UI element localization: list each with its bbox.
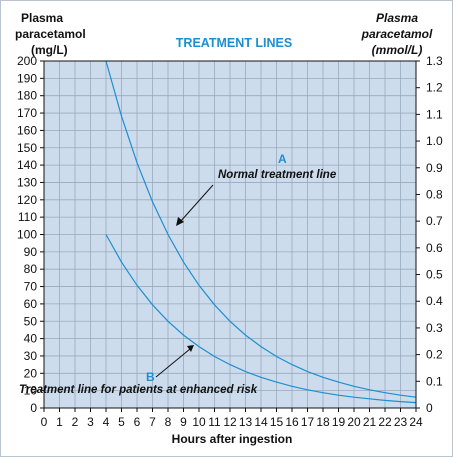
y-tick-label: 0 <box>30 401 37 415</box>
series-a-tag: A <box>278 152 287 166</box>
y-tick-label: 30 <box>24 349 38 363</box>
y2-tick-label: 1.0 <box>426 134 443 148</box>
axes: 0 1 2 3 4 5 6 7 8 9 10 11 12 13 14 15 16 17 18 19 20 21 22 23 24… <box>17 54 443 429</box>
x-tick-label: 20 <box>347 415 361 429</box>
y2-tick-label: 0.1 <box>426 374 443 388</box>
x-tick-label: 0 <box>41 415 48 429</box>
chart-title: TREATMENT LINES <box>176 36 292 50</box>
x-tick-label: 15 <box>270 415 284 429</box>
y-tick-label: 50 <box>24 314 38 328</box>
grid-lines <box>44 61 416 408</box>
x-tick-label: 22 <box>378 415 392 429</box>
y-tick-label: 200 <box>17 54 37 68</box>
y-tick-label: 180 <box>17 89 37 103</box>
enhanced-risk-line-label: Treatment line for patients at enhanced … <box>19 384 258 396</box>
x-tick-label: 3 <box>87 415 94 429</box>
y2-tick-label: 1.3 <box>426 54 443 68</box>
y2-tick-label: 0.9 <box>426 161 443 175</box>
right-axis-title-line-1: Plasma <box>376 11 418 25</box>
y-tick-label: 160 <box>17 123 37 137</box>
x-tick-label: 10 <box>192 415 206 429</box>
y-tick-label: 80 <box>24 262 38 276</box>
x-tick-label: 6 <box>134 415 141 429</box>
series-b-tag: B <box>146 370 155 384</box>
y-tick-label: 170 <box>17 106 37 120</box>
y-tick-label: 190 <box>17 71 37 85</box>
y-tick-label: 90 <box>24 245 38 259</box>
left-axis-title-line-2: paracetamol <box>15 27 86 41</box>
y2-tick-label: 0.7 <box>426 214 443 228</box>
enhanced-risk-line-arrow-shaft <box>155 348 191 378</box>
x-tick-label: 1 <box>56 415 63 429</box>
y-tick-label: 100 <box>17 228 37 242</box>
y2-tick-label: 0.5 <box>426 268 443 282</box>
x-tick-label: 16 <box>285 415 299 429</box>
normal-treatment-line-label: Normal treatment line <box>218 169 337 181</box>
x-tick-label: 8 <box>165 415 172 429</box>
series-line-a <box>105 60 417 398</box>
x-tick-label: 14 <box>254 415 268 429</box>
y2-tick-label: 0.2 <box>426 348 443 362</box>
x-tick-label: 18 <box>316 415 330 429</box>
y2-tick-label: 0 <box>426 401 433 415</box>
y-tick-label: 150 <box>17 141 37 155</box>
right-axis-title-line-3: (mmol/L) <box>372 43 423 57</box>
x-tick-label: 5 <box>118 415 125 429</box>
series-line-b <box>105 234 417 404</box>
x-axis-title: Hours after ingestion <box>172 432 293 446</box>
x-tick-label: 13 <box>239 415 253 429</box>
x-tick-label: 9 <box>180 415 187 429</box>
normal-treatment-line-arrow-head <box>176 217 184 226</box>
y2-tick-label: 1.1 <box>426 107 443 121</box>
y-tick-label: 20 <box>24 366 38 380</box>
left-axis-title-line-3: (mg/L) <box>31 43 68 57</box>
y-tick-label: 130 <box>17 175 37 189</box>
y-tick-label: 10 <box>24 384 38 398</box>
y2-tick-label: 0.4 <box>426 294 443 308</box>
left-axis-title-line-1: Plasma <box>21 11 63 25</box>
x-tick-label: 19 <box>332 415 346 429</box>
y-tick-label: 60 <box>24 297 38 311</box>
right-axis-title-line-2: paracetamol <box>361 27 433 41</box>
x-tick-label: 17 <box>301 415 315 429</box>
x-tick-label: 21 <box>363 415 377 429</box>
series-lines <box>105 60 417 404</box>
x-tick-label: 4 <box>103 415 110 429</box>
y2-tick-label: 0.3 <box>426 321 443 335</box>
enhanced-risk-line-arrow-head <box>187 345 194 352</box>
y-tick-label: 40 <box>24 332 38 346</box>
y2-tick-label: 0.6 <box>426 241 443 255</box>
x-tick-label: 11 <box>208 415 221 429</box>
x-tick-label: 23 <box>394 415 408 429</box>
x-tick-label: 2 <box>72 415 79 429</box>
y-tick-label: 120 <box>17 193 37 207</box>
x-tick-label: 24 <box>409 415 423 429</box>
x-tick-label: 12 <box>223 415 237 429</box>
y2-tick-label: 1.2 <box>426 81 443 95</box>
y-tick-label: 110 <box>18 210 37 224</box>
y-tick-label: 140 <box>17 158 37 172</box>
x-tick-label: 7 <box>149 415 156 429</box>
normal-treatment-line-arrow-shaft <box>179 184 214 223</box>
y-tick-label: 70 <box>24 280 38 294</box>
y2-tick-label: 0.8 <box>426 187 443 201</box>
